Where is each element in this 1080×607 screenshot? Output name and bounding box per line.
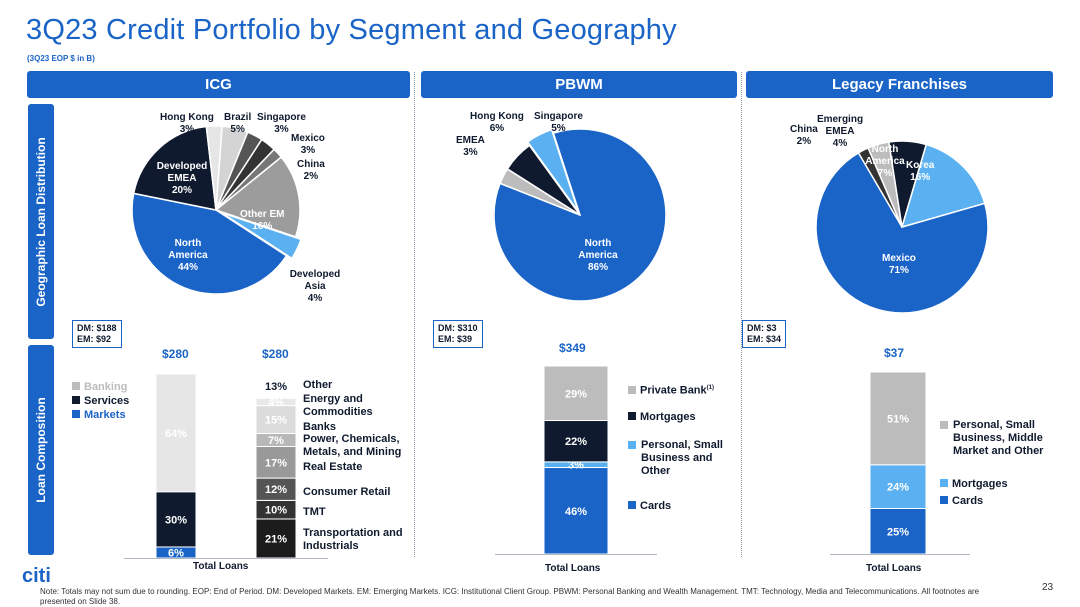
bar-total: $37 (884, 346, 905, 360)
bar-segment-services (155, 491, 197, 548)
bar-data-label: 4% (268, 397, 284, 409)
pie-label: Mexico 3% (291, 133, 325, 156)
pie-label: China 2% (790, 124, 818, 147)
dm-em-box-pbwm: DM: $310 EM: $39 (433, 320, 483, 348)
pie-label: China 2% (297, 159, 325, 182)
pie-label: North America 44% (168, 238, 208, 273)
icg-category: Transportation and Industrials (303, 527, 403, 552)
axis-label: Total Loans (193, 561, 249, 572)
icg-category: Power, Chemicals, Metals, and Mining (303, 433, 402, 458)
legend-markets: Markets (72, 409, 126, 422)
pie-label: EMEA 3% (456, 135, 485, 158)
legend-cards: Cards (628, 500, 671, 513)
pie-label: North America 7% (865, 144, 905, 179)
axis-label: Total Loans (545, 563, 601, 574)
bar-segment-transportation-and-industrials (255, 518, 297, 559)
bar-segment-personal-small-business-middle-market-and-other (869, 371, 927, 466)
bar-data-label: 30% (165, 514, 187, 526)
bar-total: $280 (162, 347, 189, 361)
legend-private-bank: Private Bank(1) (628, 382, 714, 398)
bar-segment-private-bank (543, 365, 609, 422)
bar-segment-banking (155, 373, 197, 493)
citi-logo: citi (22, 565, 51, 587)
bar-segment-cards (543, 467, 609, 555)
bar-data-label: 7% (268, 435, 284, 447)
pie-slice-north-america (131, 192, 288, 295)
pie-label: Brazil 5% (224, 112, 252, 135)
legend-mortgages: Mortgages (628, 411, 696, 424)
pie-slice-other-em (214, 156, 301, 238)
bar-data-label: 25% (887, 526, 909, 538)
icg-category: Banks (303, 421, 337, 433)
dm-em-box-legacy: DM: $3 EM: $34 (742, 320, 787, 348)
dm-em-box-icg: DM: $188 EM: $92 (72, 320, 122, 348)
axis-baseline (495, 554, 657, 555)
side-tab-loan: Loan Composition (28, 345, 54, 555)
icg-category: Energy and Commodities (303, 393, 373, 418)
axis-baseline (124, 558, 328, 559)
bar-data-label: 17% (265, 457, 287, 469)
bar-data-label: 12% (265, 484, 287, 496)
page-title: 3Q23 Credit Portfolio by Segment and Geo… (26, 14, 677, 46)
segment-header-legacy: Legacy Franchises (746, 71, 1053, 98)
footnote: Note: Totals may not sum due to rounding… (40, 587, 980, 606)
legacy-geo-pie (815, 140, 989, 314)
icg-category: TMT (303, 506, 326, 518)
pie-label: Other EM 16% (240, 209, 285, 232)
pie-label: Emerging EMEA 4% (816, 114, 864, 149)
icg-geo-pie (131, 125, 302, 295)
pie-label: North America 86% (578, 238, 618, 273)
pbwm-geo-pie (493, 128, 667, 302)
pie-label: Korea 16% (906, 160, 935, 183)
bar-data-label: 15% (265, 415, 287, 427)
bar-data-label: 6% (168, 547, 184, 559)
bar-data-label: 46% (565, 506, 587, 518)
side-tab-geo: Geographic Loan Distribution (28, 104, 54, 339)
icg-category: Real Estate (303, 461, 363, 473)
segment-header-pbwm: PBWM (421, 71, 737, 98)
pie-label: Singapore 5% (534, 111, 583, 134)
pie-label: Hong Kong 6% (470, 111, 524, 134)
axis-label: Total Loans (866, 563, 922, 574)
icg-category: Other (303, 379, 333, 391)
bar-data-label: 22% (565, 436, 587, 448)
bar-total: $280 (262, 347, 289, 361)
bar-data-label: 64% (165, 428, 187, 440)
legend-services: Services (72, 395, 129, 408)
pie-label: Developed Asia 4% (289, 269, 341, 304)
bar-data-label: 21% (265, 533, 287, 545)
legend-banking: Banking (72, 381, 127, 394)
bar-segment-mortgages (869, 464, 927, 510)
separator (741, 72, 742, 557)
bar-data-label: 51% (887, 413, 909, 425)
pie-slice-developed-asia (220, 211, 302, 260)
bar-data-label: 13% (265, 381, 287, 393)
bar-total: $349 (559, 341, 586, 355)
pie-slice-mexico (815, 151, 989, 314)
pie-label: Singapore 3% (257, 112, 306, 135)
bar-segment-other (255, 373, 297, 399)
axis-baseline (830, 554, 970, 555)
legend-mortgages: Mortgages (940, 478, 1008, 491)
separator (414, 72, 415, 557)
bar-data-label: 24% (887, 482, 909, 494)
legend-personal: Personal, Small Business, Middle Market … (940, 419, 1050, 458)
bar-data-label: 3% (568, 460, 584, 472)
legend-personal: Personal, Small Business and Other (628, 439, 728, 478)
bar-segment-real-estate (255, 445, 297, 479)
pie-label: Developed EMEA 20% (156, 161, 208, 196)
pie-label: Hong Kong 3% (160, 112, 214, 135)
bar-data-label: 29% (565, 388, 587, 400)
pie-label: Mexico 71% (882, 253, 916, 276)
page-subtitle: (3Q23 EOP $ in B) (27, 54, 95, 63)
page-number: 23 (1042, 582, 1054, 593)
pie-slice-developed-emea (132, 125, 217, 211)
pie-slice-korea (900, 143, 986, 229)
icg-category: Consumer Retail (303, 486, 391, 498)
legend-cards: Cards (940, 495, 983, 508)
segment-header-icg: ICG (27, 71, 410, 98)
pie-slice-singapore (526, 128, 579, 212)
bar-data-label: 10% (265, 505, 287, 517)
